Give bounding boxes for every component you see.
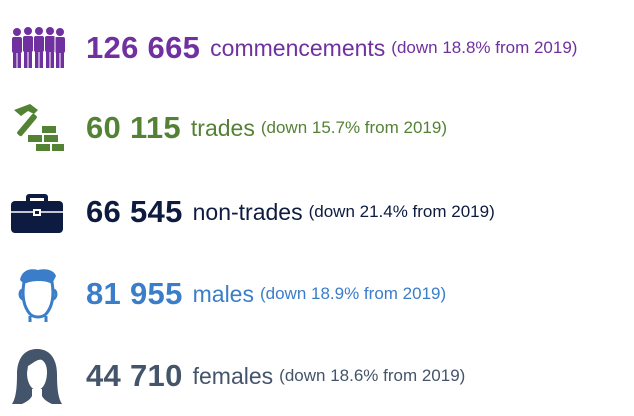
hammer-bricks-icon — [8, 98, 66, 158]
stat-number: 66 545 — [86, 194, 183, 229]
stat-change-note: (down 15.7% from 2019) — [260, 118, 447, 137]
people-group-icon — [8, 18, 66, 78]
stat-change-note: (down 18.6% from 2019) — [279, 366, 466, 385]
stat-row-trades: 60 115 trades (down 15.7% from 2019) — [0, 98, 634, 158]
stat-change-note: (down 21.4% from 2019) — [308, 202, 495, 221]
briefcase-icon — [8, 182, 66, 242]
stat-row-females: 44 710 females (down 18.6% from 2019) — [0, 346, 634, 406]
stat-change-note: (down 18.8% from 2019) — [391, 38, 578, 57]
stat-label: females — [192, 362, 274, 389]
stat-change-note: (down 18.9% from 2019) — [259, 284, 447, 303]
stat-row-commencements: 126 665 commencements (down 18.8% from 2… — [0, 18, 634, 78]
male-head-icon — [8, 264, 66, 324]
stat-row-non-trades: 66 545 non-trades (down 21.4% from 2019) — [0, 182, 634, 242]
stat-number: 81 955 — [86, 276, 183, 311]
stat-text: 126 665 commencements (down 18.8% from 2… — [86, 18, 577, 78]
stat-number: 60 115 — [86, 110, 181, 145]
stat-text: 66 545 non-trades (down 21.4% from 2019) — [86, 182, 495, 242]
stat-label: commencements — [210, 34, 386, 61]
stat-number: 126 665 — [86, 30, 201, 65]
stat-number: 44 710 — [86, 358, 183, 393]
stat-text: 44 710 females (down 18.6% from 2019) — [86, 346, 465, 406]
female-head-icon — [8, 346, 66, 406]
stat-label: males — [192, 280, 254, 307]
stat-text: 60 115 trades (down 15.7% from 2019) — [86, 98, 447, 158]
stat-label: trades — [190, 114, 255, 141]
stat-row-males: 81 955 males (down 18.9% from 2019) — [0, 264, 634, 324]
stat-label: non-trades — [192, 198, 303, 225]
stat-text: 81 955 males (down 18.9% from 2019) — [86, 264, 446, 324]
